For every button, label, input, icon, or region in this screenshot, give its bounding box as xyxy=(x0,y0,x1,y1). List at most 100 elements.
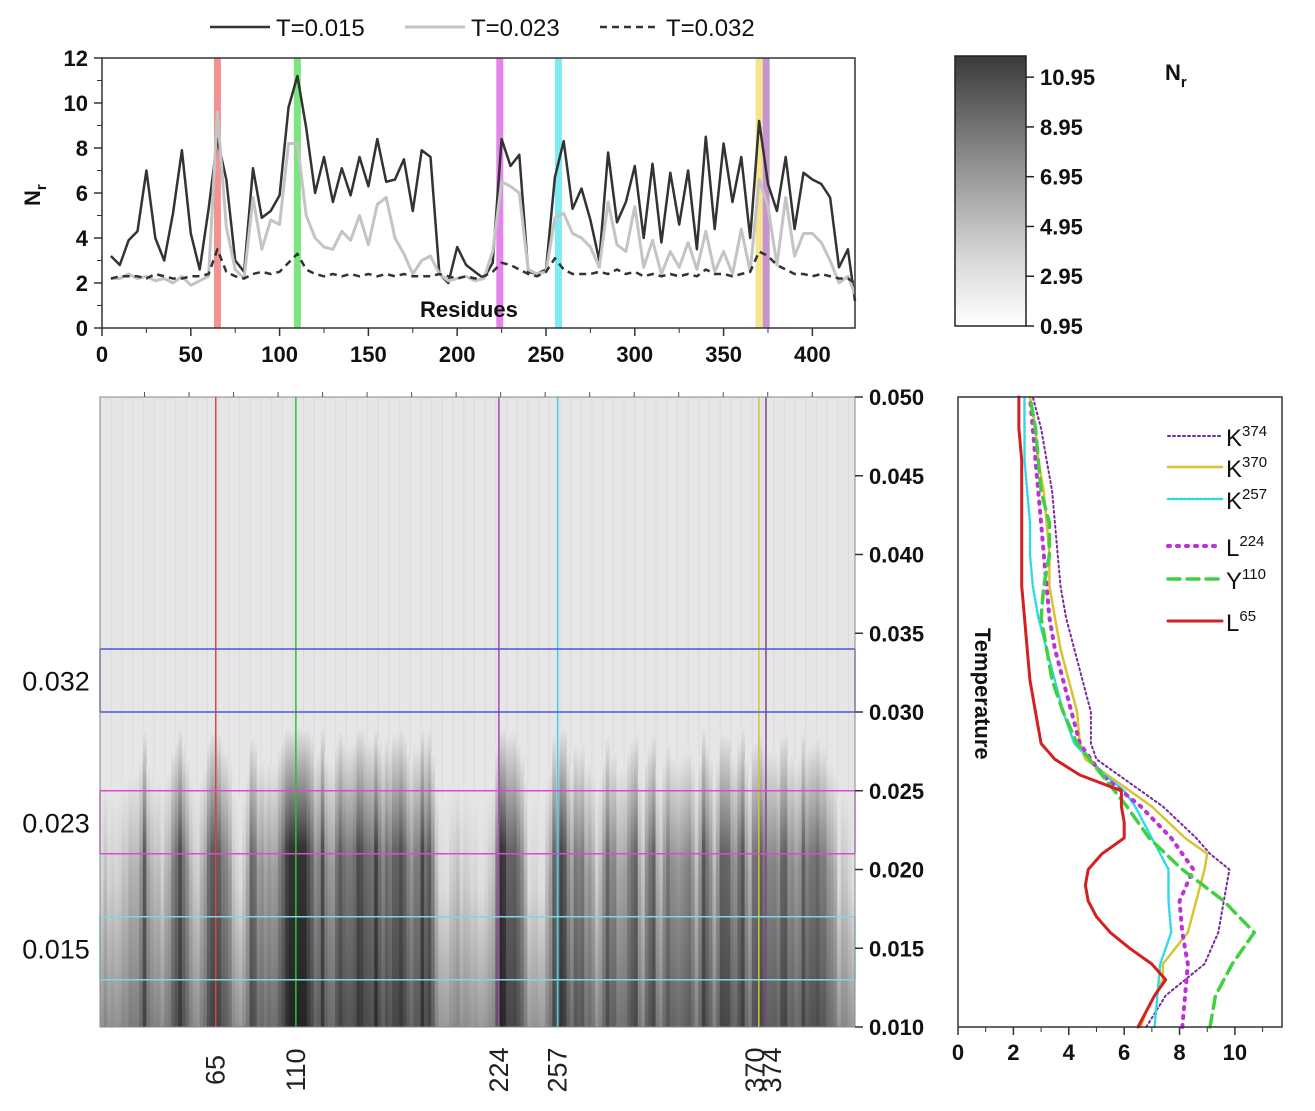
heatmap-column xyxy=(541,798,546,1027)
heatmap-column xyxy=(406,749,411,1027)
heatmap-streak xyxy=(324,397,326,754)
side-legend-label-K257: K257 xyxy=(1226,486,1267,515)
top-series-group xyxy=(110,74,857,302)
heatmap-column xyxy=(822,745,827,1027)
heatmap-streak xyxy=(687,397,689,749)
heatmap-column xyxy=(345,745,350,1027)
heatmap-column xyxy=(117,789,122,1027)
heatmap-column xyxy=(103,781,108,1027)
heatmap-column xyxy=(445,798,450,1027)
top-legend: T=0.015 T=0.023 T=0.032 xyxy=(210,15,755,42)
heatmap-column xyxy=(178,727,183,1028)
heatmap-column xyxy=(135,774,140,1027)
heatmap-column xyxy=(634,733,639,1027)
heatmap-column xyxy=(121,781,126,1027)
heatmap-streak xyxy=(142,397,144,730)
heatmap-column xyxy=(691,760,696,1027)
top-y-tick-label: 4 xyxy=(76,226,89,251)
heatmap-column xyxy=(110,788,115,1027)
heatmap-streak xyxy=(356,397,358,728)
heatmap-column xyxy=(744,758,749,1027)
heatmap-streak xyxy=(409,397,411,759)
heatmap-column xyxy=(338,729,343,1027)
heatmap-column xyxy=(812,741,817,1027)
heatmap-column xyxy=(367,739,372,1027)
heatmap-streak xyxy=(420,397,422,728)
heatmap-column xyxy=(509,733,514,1027)
residue-highlight-bars xyxy=(213,58,770,328)
heatmap-column xyxy=(156,778,161,1027)
heatmap-column xyxy=(160,790,165,1027)
heatmap-column xyxy=(751,742,756,1027)
series-line-T=0.032 xyxy=(110,248,856,285)
heatmap-column xyxy=(741,727,745,1028)
heatmap-column xyxy=(573,744,578,1027)
heatmap-column xyxy=(253,741,258,1027)
heatmap-column xyxy=(684,752,689,1027)
highlight-bar-374 xyxy=(762,58,770,328)
heatmap-column xyxy=(701,727,706,1028)
heatmap-column xyxy=(495,745,500,1027)
heatmap-column xyxy=(356,727,361,1028)
heatmap-column xyxy=(662,758,667,1027)
heatmap-column xyxy=(520,753,525,1027)
heatmap-column xyxy=(844,785,849,1027)
heatmap-streak xyxy=(196,397,198,790)
heatmap-column xyxy=(580,744,585,1027)
heatmap-streak xyxy=(132,397,134,775)
heatmap-streak xyxy=(217,397,219,732)
side-x-tick-label: 10 xyxy=(1223,1040,1247,1065)
heatmap-streak xyxy=(847,397,849,793)
heatmap-column xyxy=(263,767,268,1027)
side-x-tick-label: 8 xyxy=(1173,1040,1185,1065)
heatmap-column xyxy=(441,796,446,1027)
heatmap-column xyxy=(278,747,283,1027)
heatmap-streak xyxy=(292,397,294,728)
heatmap-column xyxy=(100,793,104,1027)
heatmap-column xyxy=(424,739,429,1027)
side-legend-label-Y110: Y110 xyxy=(1226,566,1266,595)
heatmap-streak xyxy=(741,397,743,728)
heatmap-streak xyxy=(815,397,817,737)
colorbar-title-main: N xyxy=(1165,60,1181,85)
top-x-tick-label: 100 xyxy=(261,342,298,367)
heatmap-streak xyxy=(516,397,518,742)
heatmap-streak xyxy=(805,397,807,751)
heatmap-column xyxy=(231,784,236,1027)
heatmap-column xyxy=(210,729,215,1027)
heatmap-column xyxy=(392,732,396,1027)
top-y-axis-label-main: N xyxy=(20,190,45,206)
heatmap-column xyxy=(552,734,557,1027)
heatmap-column xyxy=(310,735,315,1027)
heatmap-column xyxy=(146,764,151,1027)
heatmap-y-tick-label: 0.010 xyxy=(869,1015,924,1040)
heatmap-column xyxy=(292,727,297,1028)
residue-label-370: 370 xyxy=(740,1047,770,1092)
heatmap-streak xyxy=(153,397,155,780)
heatmap-streak xyxy=(441,397,443,797)
band-label-0.032: 0.032 xyxy=(22,667,90,697)
side-legend-label-L224: L224 xyxy=(1226,533,1264,562)
heatmap-column xyxy=(830,764,835,1027)
heatmap-column xyxy=(181,743,186,1027)
heatmap-column xyxy=(420,727,425,1028)
top-x-tick-label: 0 xyxy=(96,342,108,367)
heatmap-streak xyxy=(634,397,636,734)
heatmap-column xyxy=(712,777,717,1027)
top-y-tick-label: 6 xyxy=(76,181,88,206)
heatmap-streak xyxy=(559,397,561,728)
heatmap-streak xyxy=(762,397,764,744)
heatmap-column xyxy=(349,744,354,1027)
heatmap-column xyxy=(185,757,190,1027)
heatmap-column xyxy=(395,732,400,1027)
top-y-axis-label-sub: r xyxy=(33,184,50,190)
heatmap-column xyxy=(306,727,311,1028)
top-x-tick-label: 350 xyxy=(705,342,742,367)
band-label-0.015: 0.015 xyxy=(22,934,90,964)
heatmap-column xyxy=(598,778,603,1027)
top-x-tick-label: 250 xyxy=(528,342,565,367)
side-series-K257 xyxy=(1023,395,1173,1029)
heatmap-column xyxy=(719,732,724,1027)
heatmap-column xyxy=(324,753,329,1027)
